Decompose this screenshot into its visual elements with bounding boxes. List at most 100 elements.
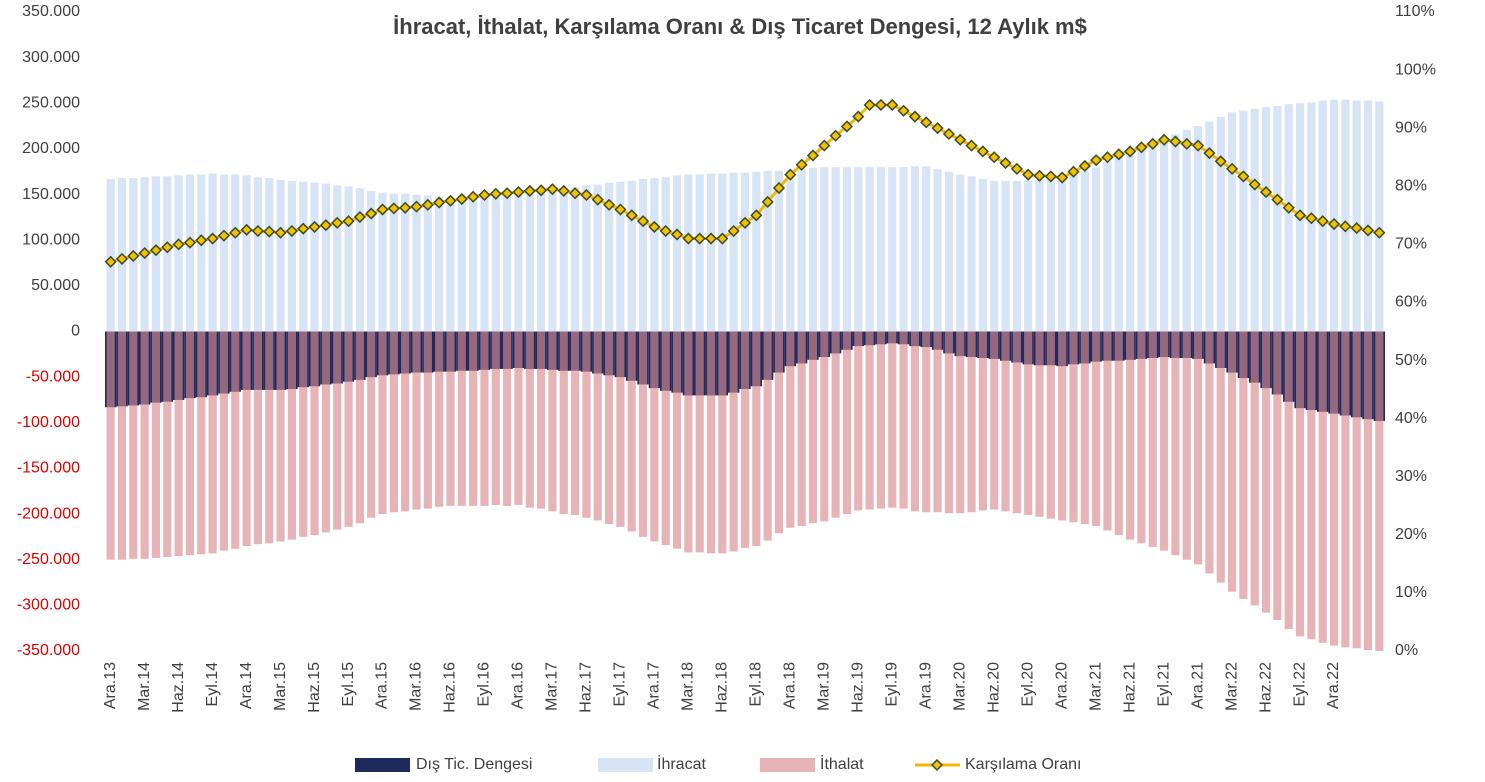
import-bar (1171, 331, 1180, 556)
import-bar (174, 331, 183, 557)
ratio-marker (636, 215, 650, 228)
export-bar (820, 167, 829, 332)
x-tick-label: Eyl.20 (1019, 662, 1036, 707)
export-bar (876, 167, 886, 332)
y2-tick-label: 40% (1395, 410, 1427, 427)
ratio-marker (772, 181, 786, 195)
ratio-marker (1327, 217, 1341, 231)
ratio-marker (444, 194, 457, 207)
x-tick-label: Ara.22 (1325, 662, 1342, 709)
ratio-marker (1112, 148, 1125, 161)
ratio-marker (1259, 186, 1273, 199)
import-bar (480, 331, 489, 506)
ratio-marker (365, 207, 378, 220)
export-bar (922, 166, 931, 332)
import-bar (1001, 331, 1010, 512)
import-bar (593, 331, 602, 521)
ratio-marker (965, 139, 978, 152)
export-bar (650, 178, 659, 332)
import-bar (967, 331, 976, 513)
y-tick-label: 300.000 (22, 49, 80, 66)
import-bar (1273, 331, 1282, 620)
ratio-marker (1361, 224, 1375, 237)
ratio-marker (795, 158, 808, 171)
y-tick-label: -250.000 (17, 551, 80, 568)
x-tick-label: Mar.16 (408, 662, 425, 711)
ratio-marker (240, 223, 253, 236)
export-bar (253, 177, 262, 332)
y2-tick-label: 20% (1395, 526, 1427, 543)
export-bar (1046, 178, 1055, 332)
export-bar (1352, 100, 1361, 332)
import-bar (1329, 331, 1339, 646)
import-bar (457, 331, 466, 506)
import-bar (1035, 331, 1044, 517)
import-bar (604, 331, 614, 525)
ratio-marker (988, 151, 1001, 164)
import-bar (1080, 331, 1089, 525)
import-bar (310, 331, 319, 536)
x-tick-label: Mar.21 (1087, 662, 1104, 711)
import-bar (140, 331, 149, 559)
y-tick-label: -300.000 (17, 597, 80, 614)
import-bar (684, 331, 693, 553)
legend-label: Karşılama Oranı (965, 756, 1081, 773)
ratio-marker (421, 198, 434, 211)
ratio-marker (138, 247, 151, 260)
export-bar (808, 168, 818, 332)
ratio-marker (285, 224, 298, 238)
x-tick-label: Ara.14 (238, 662, 255, 709)
export-bar (525, 192, 534, 332)
export-bar (1375, 101, 1384, 332)
ratio-marker (614, 203, 627, 216)
ratio-marker (863, 98, 876, 112)
export-bar (287, 180, 296, 332)
y-tick-label: 250.000 (22, 95, 80, 112)
ratio-marker (670, 228, 684, 241)
x-tick-label: Mar.19 (816, 662, 833, 711)
x-tick-label: Eyl.18 (748, 662, 765, 707)
ratio-marker (342, 215, 355, 228)
import-bar (253, 331, 262, 545)
export-bar (446, 197, 455, 332)
y-tick-label: -200.000 (17, 505, 80, 522)
ratio-marker (1022, 168, 1035, 181)
ratio-marker (217, 229, 230, 242)
y-tick-label: 350.000 (22, 3, 80, 20)
import-bar (491, 331, 500, 505)
x-tick-label: Mar.22 (1223, 662, 1240, 711)
y2-tick-label: 0% (1395, 642, 1418, 659)
ratio-marker (376, 203, 389, 216)
export-bar (163, 176, 172, 332)
ratio-marker (1010, 162, 1023, 175)
export-bar (321, 183, 330, 332)
import-bar (763, 331, 772, 541)
ratio-marker (1056, 171, 1069, 184)
export-bar (718, 173, 727, 332)
import-bar (367, 331, 376, 518)
ratio-marker (489, 187, 502, 200)
x-tick-label: Ara.19 (917, 662, 934, 709)
export-bar (684, 174, 693, 332)
ratio-marker (1044, 170, 1057, 183)
import-bar (1250, 331, 1259, 606)
import-bar (1069, 331, 1078, 523)
import-bar (412, 331, 421, 510)
ratio-marker (1305, 212, 1318, 225)
import-bar (106, 331, 115, 560)
import-bar (956, 331, 965, 514)
x-tick-label: Ara.18 (782, 662, 799, 709)
import-bar (876, 331, 886, 509)
ratio-marker (1237, 170, 1250, 183)
export-bar (265, 178, 274, 332)
import-bar (129, 331, 138, 559)
ratio-marker (693, 232, 706, 245)
import-bar (117, 331, 127, 560)
y2-tick-label: 110% (1395, 3, 1435, 20)
ratio-marker (195, 234, 208, 247)
import-bar (922, 331, 931, 513)
x-tick-label: Haz.22 (1257, 662, 1274, 713)
x-tick-label: Haz.20 (985, 662, 1002, 713)
import-bar (355, 331, 364, 524)
y-tick-label: 0 (71, 323, 80, 340)
